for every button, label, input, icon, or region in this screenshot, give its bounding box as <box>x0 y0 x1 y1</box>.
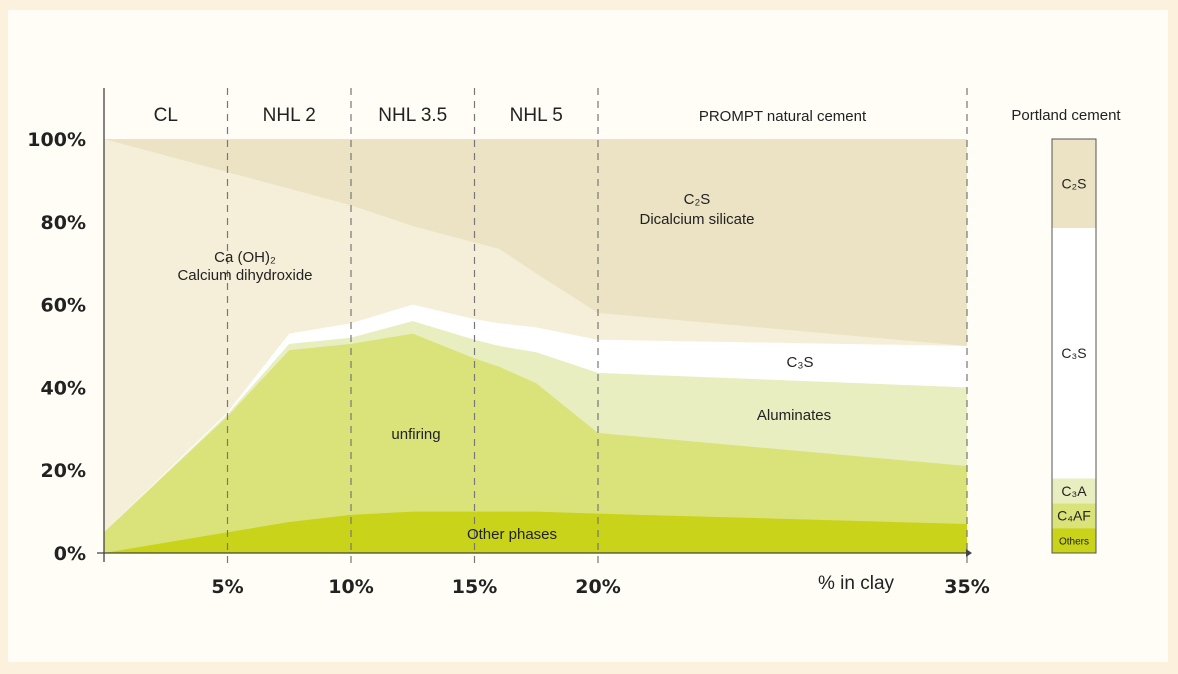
other-phases-label: Other phases <box>467 526 557 543</box>
portland-cement-bar: Portland cement Others C₄AF C₃A C₃S C₂S <box>1011 107 1121 554</box>
portland-bar-outline <box>1051 138 1097 554</box>
x-tick-label: 5% <box>211 576 243 598</box>
y-tick-label: 100% <box>27 129 86 151</box>
portland-segment-label: C₃S <box>1061 345 1086 361</box>
x-tick-label: 10% <box>328 576 373 598</box>
axes: 0% 20% 40% 60% 80% 100% 5% 10% 15% 20% 35% % in cla… <box>27 88 990 598</box>
y-tick-label: 20% <box>41 460 86 482</box>
x-tick-label: 15% <box>452 576 497 598</box>
aluminates-label: Aluminates <box>757 407 831 424</box>
c3s-label: C₃S <box>787 354 814 371</box>
area-1 <box>104 333 967 553</box>
portland-segment-label: C₂S <box>1062 176 1087 192</box>
x-axis-label: % in clay <box>818 573 895 594</box>
zone-label: NHL 5 <box>510 105 563 126</box>
portland-segment <box>1052 528 1096 553</box>
portland-segment-label: Others <box>1059 537 1089 548</box>
zone-label: NHL 2 <box>263 105 316 126</box>
y-tick-label: 0% <box>54 543 86 565</box>
c2s-name-label: Dicalcium silicate <box>639 211 754 228</box>
portland-segment-label: C₃A <box>1061 483 1087 499</box>
x-tick-label: 35% <box>944 576 989 598</box>
area-layers <box>104 139 967 553</box>
zone-label: CL <box>154 105 178 126</box>
x-tick-label: 20% <box>575 576 620 598</box>
y-tick-label: 60% <box>41 295 86 317</box>
portland-title: Portland cement <box>1011 107 1121 124</box>
zone-label: NHL 3.5 <box>378 105 447 126</box>
x-axis-arrow <box>966 549 972 557</box>
cah-formula-label: Ca (OH)₂ <box>214 249 276 266</box>
zone-labels: CL NHL 2 NHL 3.5 NHL 5 PROMPT natural cement <box>154 105 867 126</box>
portland-segment <box>1052 139 1096 229</box>
portland-segment-label: C₄AF <box>1057 508 1091 524</box>
portland-segment <box>1052 503 1096 529</box>
unfiring-label: unfiring <box>391 426 440 443</box>
c2s-formula-label: C₂S <box>684 191 711 208</box>
area-0 <box>104 511 967 553</box>
portland-segment <box>1052 228 1096 479</box>
cah-name-label: Calcium dihydroxide <box>177 267 312 284</box>
y-tick-label: 80% <box>41 212 86 234</box>
zone-dividers <box>226 88 968 566</box>
portland-segment <box>1052 478 1096 504</box>
zone-label: PROMPT natural cement <box>699 108 867 125</box>
y-tick-label: 40% <box>41 377 86 399</box>
